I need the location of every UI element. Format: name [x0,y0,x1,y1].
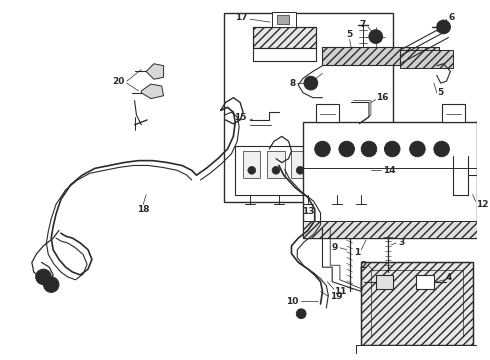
Bar [356,345,477,354]
Text: 19: 19 [330,292,343,301]
Bar [253,27,316,48]
Text: 18: 18 [137,204,149,213]
Bar [340,151,357,178]
Text: 17: 17 [235,13,248,22]
Circle shape [345,166,352,174]
Bar [223,13,393,202]
Circle shape [320,166,328,174]
Text: 13: 13 [302,207,314,216]
Bar [400,50,453,68]
Text: 7: 7 [360,21,366,30]
Text: 5: 5 [346,30,353,39]
Circle shape [437,20,450,34]
Bar [303,122,477,238]
Circle shape [296,309,306,319]
Text: 10: 10 [286,297,298,306]
Bar [292,151,309,178]
Text: 5: 5 [437,88,443,97]
Bar [361,262,473,345]
Bar [272,12,296,27]
Bar [253,27,316,48]
Circle shape [315,141,330,157]
Circle shape [385,141,400,157]
Text: 2: 2 [360,261,366,270]
Bar [303,221,477,238]
Text: 11: 11 [334,287,346,296]
Bar [322,47,439,65]
Text: 16: 16 [376,93,388,102]
Circle shape [304,76,318,90]
Bar [376,275,393,288]
Text: 12: 12 [476,200,488,209]
Bar [416,275,434,288]
Bar [277,15,289,24]
Bar [361,262,473,345]
Bar [316,151,333,178]
Bar [322,47,439,65]
Circle shape [361,141,377,157]
Circle shape [308,80,314,86]
Bar [316,104,339,122]
Circle shape [434,141,449,157]
Text: 6: 6 [448,13,455,22]
Polygon shape [146,64,164,79]
Text: 1: 1 [354,248,361,257]
Text: 4: 4 [445,273,452,282]
Circle shape [49,282,54,288]
Bar [243,151,261,178]
Circle shape [410,141,425,157]
Circle shape [296,166,304,174]
Circle shape [41,274,47,280]
Text: 9: 9 [332,243,338,252]
Circle shape [339,141,354,157]
Bar [235,146,371,194]
Bar [267,151,285,178]
Text: 15: 15 [234,113,247,122]
Text: 14: 14 [383,166,395,175]
Circle shape [272,166,280,174]
Bar [441,104,465,122]
Circle shape [248,166,256,174]
Circle shape [44,277,59,292]
Text: 3: 3 [398,238,404,247]
Circle shape [369,30,383,44]
Text: 20: 20 [113,77,125,86]
Bar [303,221,477,238]
Text: 8: 8 [289,78,295,87]
Circle shape [36,269,51,285]
Polygon shape [141,84,164,99]
